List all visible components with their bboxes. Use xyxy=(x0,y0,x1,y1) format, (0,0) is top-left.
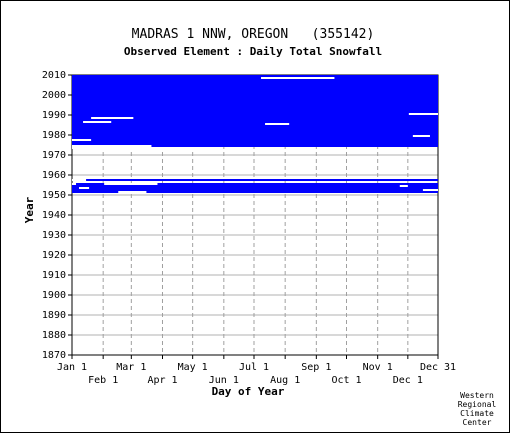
x-axis-ticks: Jan 1 Mar 1 May 1 Jul 1 Sep 1 Nov 1 Dec 31 Feb … xyxy=(57,355,456,386)
x-tick-label: Jan 1 xyxy=(57,362,87,373)
data-gap xyxy=(412,135,430,137)
x-tick-label: Dec 31 xyxy=(420,362,456,373)
x-tick-label: Aug 1 xyxy=(270,375,300,386)
credit-line-1: Western xyxy=(460,391,494,400)
y-tick-label: 1940 xyxy=(42,210,66,221)
credit-block: Western Regional Climate Center xyxy=(458,391,497,427)
data-gap xyxy=(72,179,87,181)
x-axis-label: Day of Year xyxy=(212,385,285,398)
data-gap xyxy=(83,121,112,123)
y-tick-label: 1970 xyxy=(42,150,66,161)
y-tick-label: 1890 xyxy=(42,310,66,321)
data-gap xyxy=(91,117,134,119)
y-tick-label: 1930 xyxy=(42,230,66,241)
x-tick-label: Nov 1 xyxy=(363,362,393,373)
credit-line-4: Center xyxy=(463,418,492,427)
y-axis-ticks: 1870 1880 1890 1900 1910 1920 1930 1940 1950 1960… xyxy=(42,70,72,361)
credit-line-2: Regional xyxy=(458,400,497,409)
data-gap xyxy=(265,123,290,125)
y-tick-label: 1960 xyxy=(42,170,66,181)
y-tick-label: 2010 xyxy=(42,70,66,81)
x-tick-label: Feb 1 xyxy=(88,375,118,386)
y-tick-label: 1990 xyxy=(42,110,66,121)
data-gap xyxy=(118,191,147,193)
x-tick-label: Oct 1 xyxy=(331,375,361,386)
y-tick-label: 1980 xyxy=(42,130,66,141)
chart-title: MADRAS 1 NNW, OREGON (355142) xyxy=(132,27,375,42)
data-gap xyxy=(422,189,438,191)
y-tick-label: 1910 xyxy=(42,270,66,281)
y-axis-label: Year xyxy=(23,196,36,223)
y-tick-label: 1880 xyxy=(42,330,66,341)
data-gap xyxy=(104,183,158,185)
y-tick-label: 1950 xyxy=(42,190,66,201)
x-tick-label: May 1 xyxy=(178,362,208,373)
x-tick-label: Sep 1 xyxy=(301,362,331,373)
x-tick-label: Apr 1 xyxy=(147,375,177,386)
data-layer xyxy=(72,75,438,193)
credit-line-3: Climate xyxy=(460,409,494,418)
data-gap xyxy=(72,147,200,149)
y-tick-label: 1900 xyxy=(42,290,66,301)
y-tick-label: 1870 xyxy=(42,350,66,361)
x-tick-label: Jul 1 xyxy=(239,362,269,373)
chart-subtitle: Observed Element : Daily Total Snowfall xyxy=(124,45,382,58)
data-coverage-block xyxy=(72,179,438,181)
data-coverage-block xyxy=(72,183,438,193)
data-gap xyxy=(72,145,152,147)
x-tick-label: Dec 1 xyxy=(393,375,423,386)
x-tick-label: Jun 1 xyxy=(209,375,239,386)
data-gap xyxy=(72,183,77,185)
data-gap xyxy=(399,185,408,187)
y-tick-label: 1920 xyxy=(42,250,66,261)
data-coverage-block xyxy=(72,75,438,147)
y-tick-label: 2000 xyxy=(42,90,66,101)
data-gap xyxy=(79,187,90,189)
data-gap xyxy=(72,139,92,141)
data-gap xyxy=(261,77,335,79)
x-tick-label: Mar 1 xyxy=(116,362,146,373)
data-gap xyxy=(408,113,438,115)
